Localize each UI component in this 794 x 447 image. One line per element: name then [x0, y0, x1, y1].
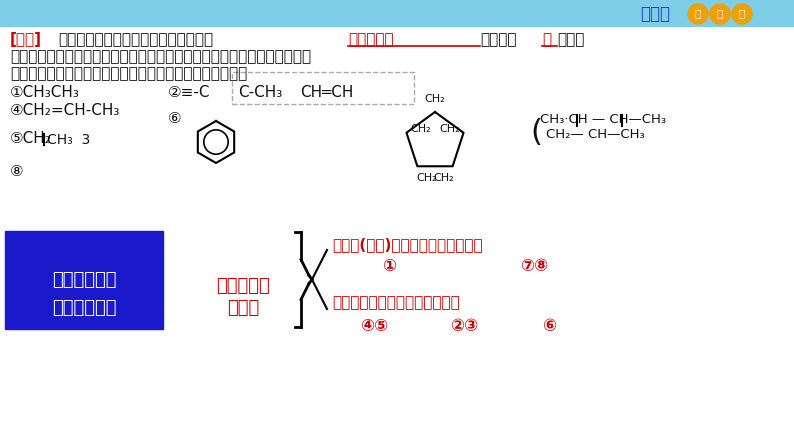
Text: ①: ①	[382, 257, 396, 275]
Text: 。仔细: 。仔细	[557, 32, 584, 47]
Text: 不饱和碳原子: 不饱和碳原子	[52, 299, 116, 317]
Text: ②③: ②③	[450, 317, 478, 335]
Text: ②≡-C: ②≡-C	[168, 85, 210, 100]
Text: CH₂: CH₂	[434, 173, 454, 183]
Text: ⑥: ⑥	[542, 317, 556, 335]
Text: CH₂: CH₂	[410, 124, 431, 134]
Text: 新: 新	[695, 8, 701, 18]
Text: CH₂— CH—CH₃: CH₂— CH—CH₃	[546, 128, 645, 141]
Text: CH₃·CH — CH—CH₃: CH₃·CH — CH—CH₃	[540, 113, 666, 126]
Text: CH₃  3: CH₃ 3	[47, 133, 91, 147]
Text: 仅含碳、氢两种元素的有机化合物称为: 仅含碳、氢两种元素的有机化合物称为	[58, 32, 213, 47]
Text: ⑧: ⑧	[10, 164, 24, 179]
Text: （烃）: （烃）	[227, 299, 259, 317]
Text: ④CH₂=CH-CH₃: ④CH₂=CH-CH₃	[10, 103, 121, 118]
Text: 根据碳原子间的不同连接方式将下列有机化合物进行分类。: 根据碳原子间的不同连接方式将下列有机化合物进行分类。	[10, 66, 247, 81]
Text: 新教材: 新教材	[640, 5, 670, 23]
Text: ④⑤: ④⑤	[360, 317, 388, 335]
Text: CH₂: CH₂	[439, 124, 460, 134]
Circle shape	[710, 4, 730, 24]
Circle shape	[688, 4, 708, 24]
Text: 饱和碳原子？: 饱和碳原子？	[52, 271, 116, 289]
Text: ⑥: ⑥	[168, 111, 182, 126]
Text: C-CH₃: C-CH₃	[238, 85, 282, 100]
Text: (: (	[530, 118, 542, 147]
Text: CH═CH: CH═CH	[300, 85, 353, 100]
Text: 碳氢化合物: 碳氢化合物	[216, 277, 270, 295]
FancyBboxPatch shape	[0, 27, 794, 447]
FancyBboxPatch shape	[0, 0, 794, 27]
FancyBboxPatch shape	[5, 231, 163, 329]
Text: CH₂: CH₂	[416, 173, 437, 183]
Circle shape	[732, 4, 752, 24]
Text: ，也称为: ，也称为	[480, 32, 517, 47]
Text: 考: 考	[739, 8, 745, 18]
Text: 饱和烃(烷烃)：链状烷烃、环状烷烃: 饱和烃(烷烃)：链状烷烃、环状烷烃	[332, 237, 483, 252]
Text: ⑤CH₂: ⑤CH₂	[10, 131, 52, 146]
Text: 不饱和烃：烯烃、炔烃、芳香烃: 不饱和烃：烯烃、炔烃、芳香烃	[332, 295, 460, 310]
Text: ⑦⑧: ⑦⑧	[520, 257, 548, 275]
Text: CH₂: CH₂	[425, 94, 445, 104]
Text: 高: 高	[717, 8, 723, 18]
Text: ①CH₃CH₃: ①CH₃CH₃	[10, 85, 80, 100]
Text: 碳氢化合物: 碳氢化合物	[348, 32, 394, 47]
Text: [问题]: [问题]	[10, 32, 42, 47]
Text: 观察并比较下列八种烃的结构简式，它们碳原子间的成键方式是否相同？试: 观察并比较下列八种烃的结构简式，它们碳原子间的成键方式是否相同？试	[10, 49, 311, 64]
Text: 烃: 烃	[542, 32, 551, 47]
